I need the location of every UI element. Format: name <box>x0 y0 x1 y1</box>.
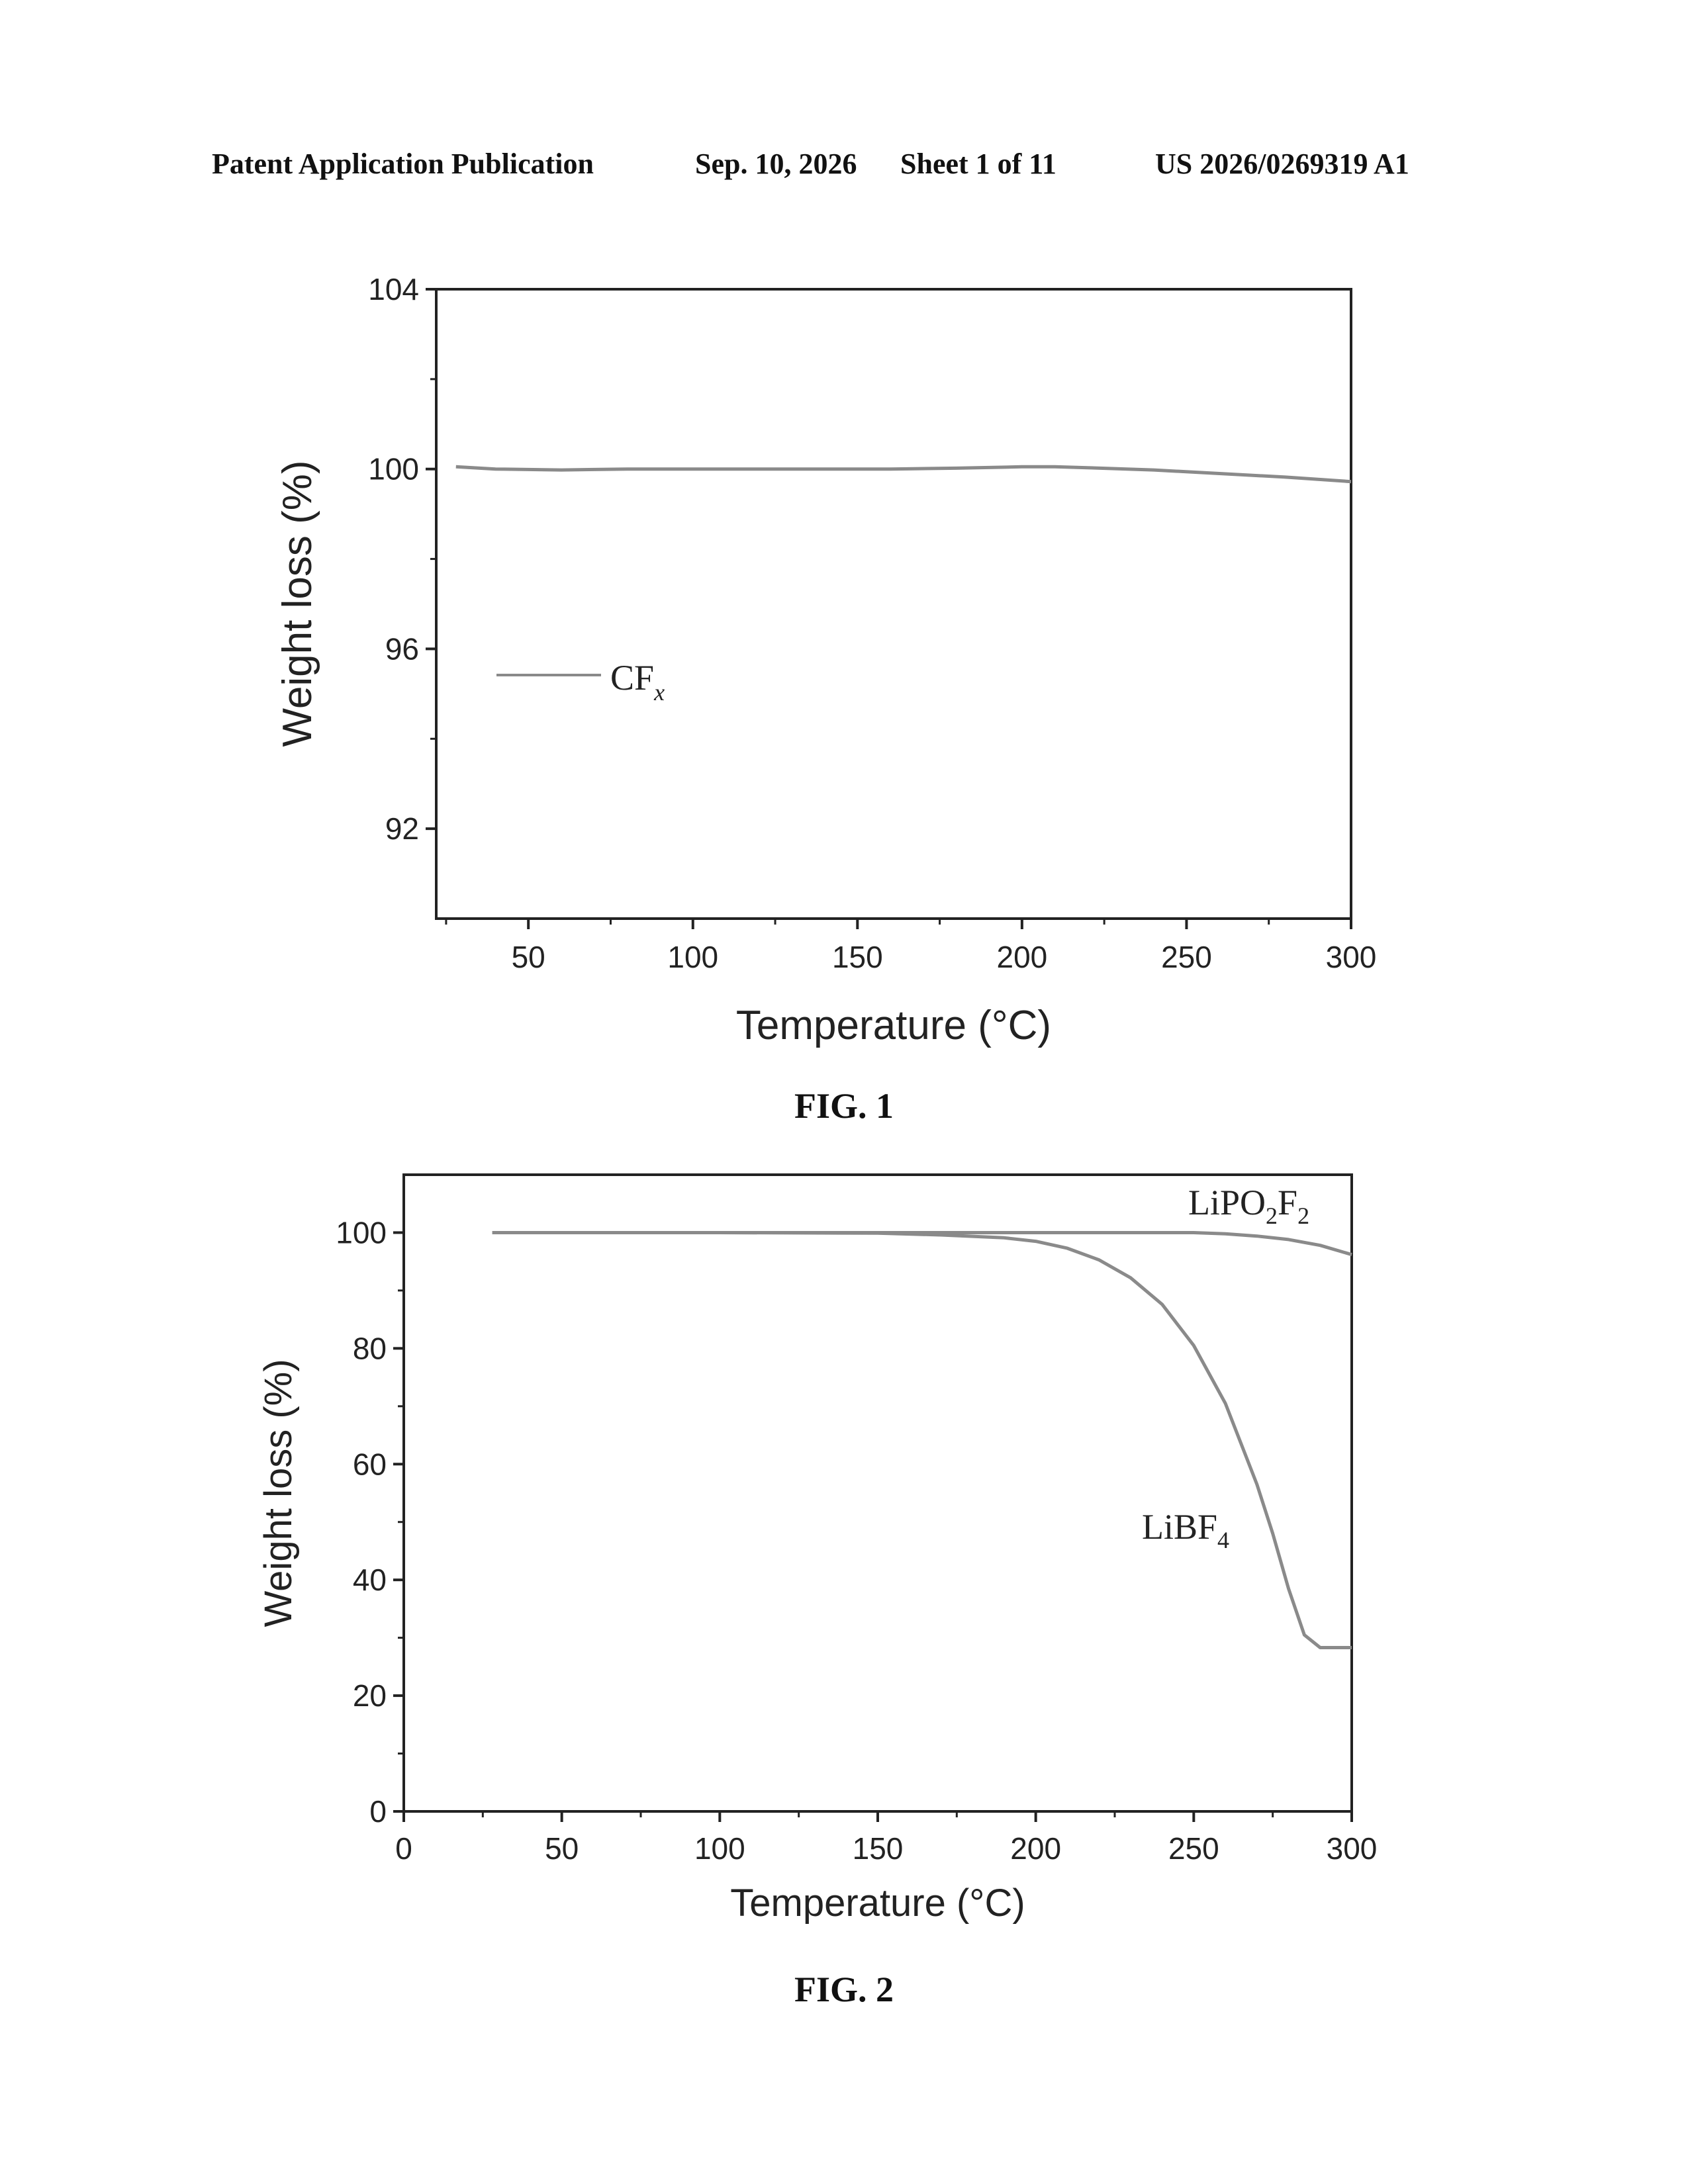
fig1-legend-sub: x <box>653 679 665 705</box>
fig1-x-axis-title: Temperature (°C) <box>736 1003 1051 1048</box>
fig2-lipo2f2-sub1: 2 <box>1266 1203 1278 1229</box>
fig2-x-tick-label: 200 <box>1010 1831 1061 1866</box>
fig2-x-tick-label: 50 <box>545 1831 579 1866</box>
fig1-y-axis-title: Weight loss (%) <box>275 461 320 747</box>
fig2-x-tick-label: 300 <box>1327 1831 1378 1866</box>
fig2-y-tick-label: 0 <box>369 1794 387 1829</box>
fig2-plot-frame <box>404 1175 1352 1811</box>
fig1-y-tick-label: 96 <box>385 631 419 666</box>
fig1-series-line-0 <box>456 467 1351 481</box>
fig2-lipo2f2-main: LiPO <box>1188 1183 1266 1222</box>
fig1-y-tick-label: 100 <box>368 452 419 486</box>
fig2-lipo2f2-sub2: 2 <box>1297 1203 1309 1229</box>
fig2-chart: 050100150200250300020406080100 LiPO2F2 L… <box>0 1125 1688 1952</box>
fig1-legend-main: CF <box>610 658 654 698</box>
fig2-libf4-main: LiBF <box>1142 1507 1217 1547</box>
fig1-x-tick-label: 200 <box>997 940 1048 974</box>
fig2-y-axis-title: Weight loss (%) <box>257 1359 300 1627</box>
fig2-x-tick-label: 0 <box>395 1831 412 1866</box>
fig1-caption: FIG. 1 <box>0 1085 1688 1126</box>
fig2-caption: FIG. 2 <box>0 1969 1688 2010</box>
fig2-y-tick-label: 80 <box>353 1331 387 1365</box>
fig2-x-tick-label: 100 <box>694 1831 745 1866</box>
fig1-x-tick-label: 250 <box>1161 940 1212 974</box>
fig1-x-tick-label: 100 <box>667 940 718 974</box>
fig1-legend-label: CFx <box>610 658 665 705</box>
fig2-series-line-1 <box>492 1233 1352 1648</box>
fig2-y-tick-label: 60 <box>353 1447 387 1481</box>
fig2-label-lipo2f2: LiPO2F2 <box>1188 1183 1309 1229</box>
fig2-label-libf4: LiBF4 <box>1142 1507 1229 1553</box>
fig2-x-axis-title: Temperature (°C) <box>730 1882 1025 1925</box>
fig1-chart: 50 100 150 200 250 300 92 96 100 104 CFx Temperat… <box>0 0 1688 1072</box>
fig1-x-tick-label: 150 <box>832 940 883 974</box>
fig2-y-tick-label: 100 <box>336 1215 387 1250</box>
fig2-y-tick-label: 40 <box>353 1563 387 1597</box>
fig1-plot-frame <box>436 289 1351 919</box>
fig2-lipo2f2-mid: F <box>1278 1183 1297 1222</box>
fig1-y-tick-label: 104 <box>368 272 419 306</box>
fig2-x-tick-label: 150 <box>853 1831 904 1866</box>
fig2-x-tick-label: 250 <box>1168 1831 1219 1866</box>
fig1-x-tick-label: 300 <box>1326 940 1377 974</box>
fig1-x-tick-label: 50 <box>512 940 545 974</box>
fig2-libf4-sub: 4 <box>1217 1527 1229 1553</box>
fig1-y-tick-label: 92 <box>385 811 419 846</box>
fig2-y-tick-label: 20 <box>353 1678 387 1713</box>
